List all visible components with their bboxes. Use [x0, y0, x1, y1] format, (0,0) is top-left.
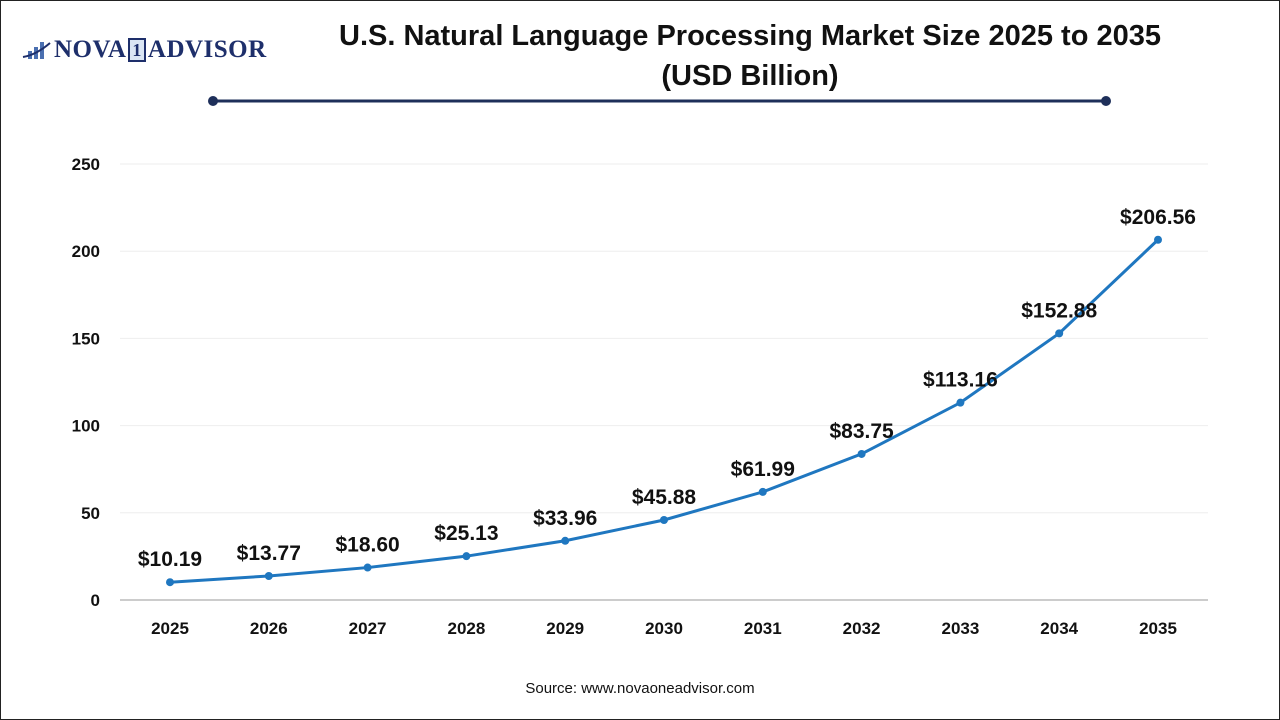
data-point	[1154, 235, 1162, 244]
x-tick-label: 2028	[447, 619, 485, 638]
data-label: $13.77	[237, 542, 301, 565]
series-line	[169, 238, 1160, 584]
data-point	[561, 536, 570, 545]
logo-text: ADVISOR	[147, 36, 267, 63]
y-tick-label: 150	[72, 329, 100, 348]
y-tick-label: 100	[72, 417, 100, 436]
data-point	[758, 487, 767, 496]
logo-bars-icon	[22, 42, 51, 59]
data-label: $18.60	[335, 534, 399, 557]
title-rule-dot	[1101, 96, 1111, 106]
y-tick-label: 250	[72, 155, 100, 174]
x-tick-label: 2032	[843, 619, 881, 638]
source-note: Source: www.novaoneadvisor.com	[525, 680, 755, 697]
x-tick-label: 2033	[941, 619, 979, 638]
data-point	[857, 449, 866, 458]
data-point	[660, 515, 668, 524]
data-label: $25.13	[434, 522, 498, 545]
data-point	[264, 571, 273, 580]
chart-title: U.S. Natural Language Processing Market …	[220, 16, 1280, 96]
data-label: $152.88	[1021, 299, 1097, 322]
x-tick-label: 2030	[645, 619, 683, 638]
data-label: $61.99	[731, 458, 795, 481]
data-label: $113.16	[923, 369, 998, 392]
data-point	[462, 552, 471, 561]
y-tick-label: 200	[72, 242, 100, 261]
data-point	[166, 578, 174, 587]
x-tick-label: 2029	[546, 619, 584, 638]
x-tick-label: 2027	[349, 619, 387, 638]
data-label: $45.88	[632, 486, 697, 509]
data-point	[363, 563, 372, 572]
logo-text: NOVA	[54, 36, 127, 63]
x-tick-label: 2031	[744, 619, 782, 638]
data-point	[1055, 329, 1064, 338]
y-tick-label: 50	[81, 504, 100, 523]
title-line-1: U.S. Natural Language Processing Market …	[339, 20, 1161, 52]
data-point	[956, 398, 965, 407]
title-line-2: (USD Billion)	[661, 60, 839, 92]
logo-one: 1	[128, 38, 146, 62]
x-tick-label: 2034	[1040, 619, 1078, 638]
x-tick-label: 2035	[1139, 619, 1177, 638]
x-tick-label: 2026	[250, 619, 288, 638]
data-label: $33.96	[533, 507, 597, 530]
nova-advisor-logo: NOVA 1 ADVISOR	[22, 36, 267, 64]
x-tick-label: 2025	[151, 619, 189, 638]
data-label: $10.19	[138, 548, 202, 571]
data-label: $83.75	[829, 420, 894, 443]
data-label: $206.56	[1120, 206, 1196, 229]
y-tick-label: 0	[91, 591, 100, 610]
title-rule-dot	[208, 96, 218, 106]
